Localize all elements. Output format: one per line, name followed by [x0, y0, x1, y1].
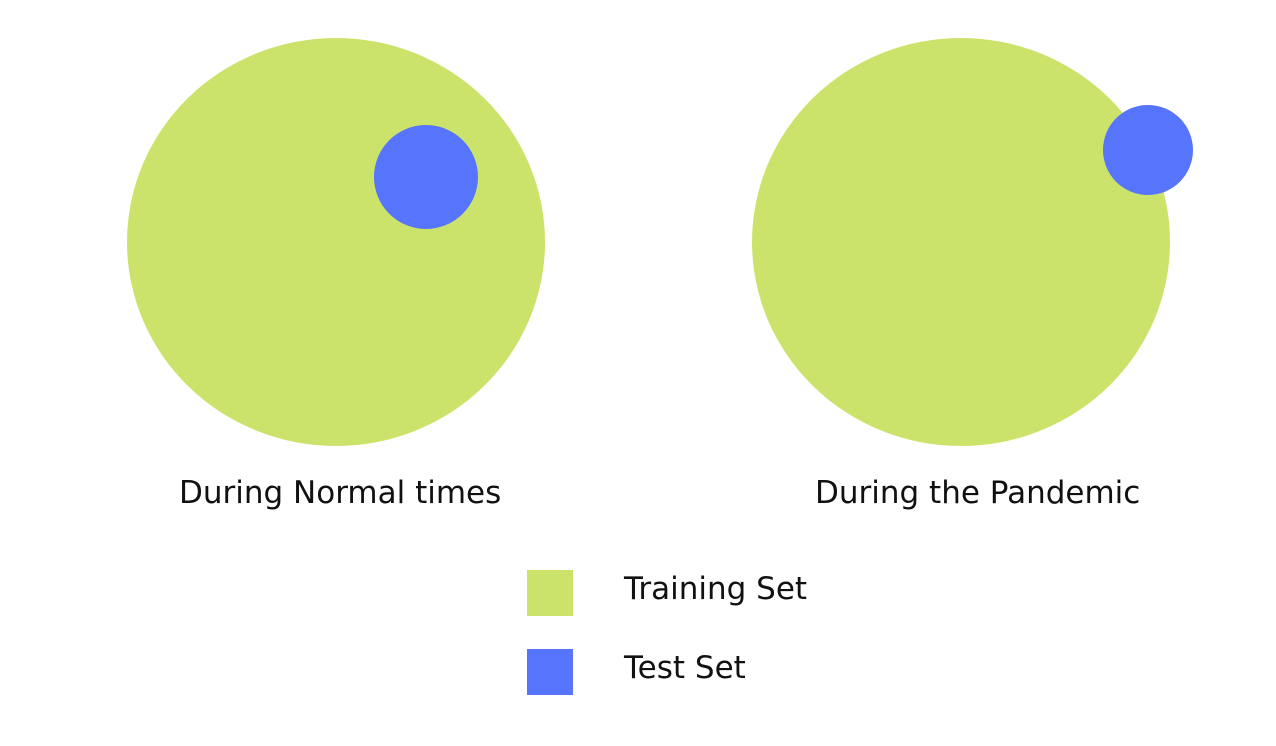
training-set-circle-pandemic [752, 38, 1170, 446]
test-set-circle-pandemic [1103, 105, 1193, 195]
test-set-swatch [527, 649, 573, 695]
test-set-circle-normal [374, 125, 478, 229]
training-set-swatch [527, 570, 573, 616]
training-set-circle-normal [127, 38, 545, 446]
legend-label-test: Test Set [624, 650, 746, 686]
legend-label-training: Training Set [624, 571, 808, 607]
caption-normal-times: During Normal times [179, 475, 502, 511]
caption-pandemic: During the Pandemic [815, 475, 1141, 511]
